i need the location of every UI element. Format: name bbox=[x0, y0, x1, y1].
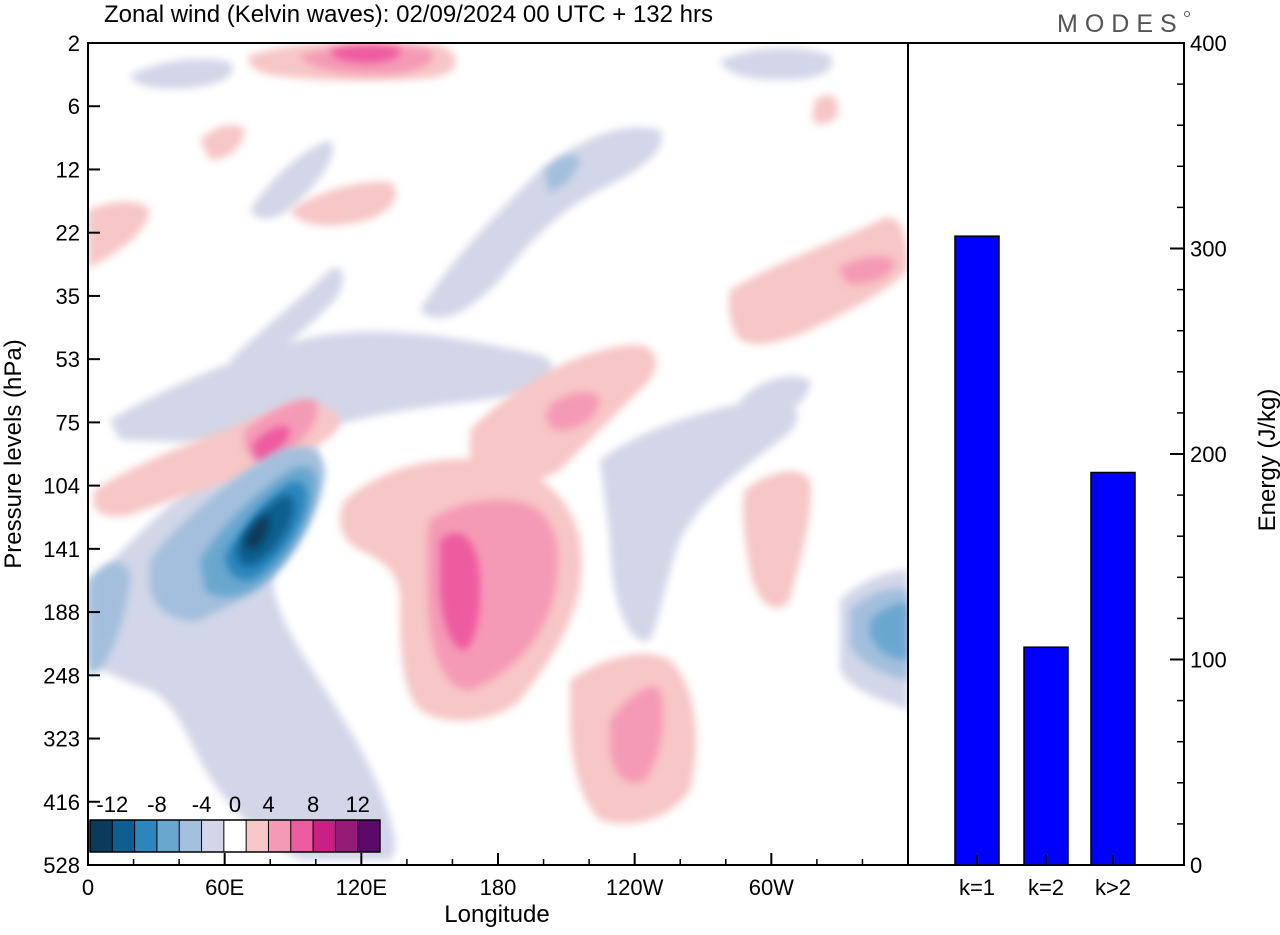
y-tick-label: 248 bbox=[43, 663, 80, 688]
x-axis-label: Longitude bbox=[444, 901, 549, 928]
y-tick-label: 528 bbox=[43, 853, 80, 878]
bar-1 bbox=[954, 235, 1000, 866]
bar-y-tick-label: 100 bbox=[1190, 648, 1227, 673]
y-tick-label: 2 bbox=[68, 31, 80, 56]
x-tick-label: 180 bbox=[480, 875, 517, 900]
modes-logo: MODES bbox=[1057, 10, 1184, 38]
x-tick-label: 60E bbox=[205, 875, 244, 900]
colorbar-label: -4 bbox=[192, 792, 212, 817]
x-tick-label: 120W bbox=[606, 875, 664, 900]
colorbar-frame bbox=[89, 819, 381, 853]
bar-y-axis-label: Energy (J/kg) bbox=[1254, 389, 1280, 532]
bar-2 bbox=[1023, 646, 1069, 866]
bar-category-label: k=2 bbox=[1028, 875, 1064, 900]
colorbar-label: 0 bbox=[229, 792, 241, 817]
colorbar-label: 12 bbox=[345, 792, 369, 817]
colorbar: -12 -8 -4 0 4 8 12 bbox=[89, 792, 381, 853]
bar-category-label: k=1 bbox=[959, 875, 995, 900]
colorbar-swatch bbox=[357, 820, 380, 852]
y-tick-label: 35 bbox=[56, 284, 80, 309]
bar-series bbox=[954, 235, 1136, 866]
y-tick-label: 104 bbox=[43, 474, 80, 499]
colorbar-label: 8 bbox=[307, 792, 319, 817]
colorbar-swatch bbox=[134, 820, 157, 852]
bar-3 bbox=[1090, 471, 1136, 866]
bar-category-label: k>2 bbox=[1095, 875, 1131, 900]
heatmap-area bbox=[88, 43, 908, 860]
x-tick-label: 0 bbox=[82, 875, 94, 900]
y-tick-label: 75 bbox=[56, 410, 80, 435]
y-tick-label: 323 bbox=[43, 727, 80, 752]
x-tick-label: 120E bbox=[336, 875, 387, 900]
bar-y-tick-label: 0 bbox=[1190, 853, 1202, 878]
contour-neg-1 bbox=[88, 48, 908, 860]
colorbar-swatch bbox=[335, 820, 358, 852]
colorbar-swatch bbox=[112, 820, 135, 852]
bar-y-tick-label: 200 bbox=[1190, 442, 1227, 467]
y-tick-label: 416 bbox=[43, 790, 80, 815]
colorbar-label: -12 bbox=[96, 792, 128, 817]
chart-title: Zonal wind (Kelvin waves): 02/09/2024 00… bbox=[104, 1, 713, 28]
colorbar-swatch bbox=[268, 820, 291, 852]
y-tick-label: 141 bbox=[43, 537, 80, 562]
y-tick-label: 188 bbox=[43, 600, 80, 625]
colorbar-swatch bbox=[223, 820, 247, 852]
y-tick-label: 12 bbox=[56, 157, 80, 182]
colorbar-swatch bbox=[201, 820, 224, 852]
x-tick-label: 60W bbox=[749, 875, 794, 900]
bar-y-tick-label: 400 bbox=[1190, 31, 1227, 56]
y-tick-label: 53 bbox=[56, 347, 80, 372]
y-axis-label: Pressure levels (hPa) bbox=[0, 339, 27, 568]
colorbar-label: -8 bbox=[147, 792, 167, 817]
colorbar-swatch bbox=[90, 820, 113, 852]
colorbar-swatch bbox=[313, 820, 336, 852]
heatmap-axes: 0 60E 120E 180 120W 60W 2 6 12 22 35 53 75 104 141 188 2… bbox=[43, 31, 864, 900]
colorbar-swatch bbox=[246, 820, 269, 852]
bar-y-tick-label: 300 bbox=[1190, 237, 1227, 262]
colorbar-label: 4 bbox=[262, 792, 274, 817]
y-tick-label: 6 bbox=[68, 94, 80, 119]
colorbar-swatch bbox=[290, 820, 314, 852]
y-tick-label: 22 bbox=[56, 221, 80, 246]
logo-mark-icon bbox=[1184, 11, 1190, 17]
colorbar-swatch bbox=[179, 820, 202, 852]
colorbar-swatch bbox=[156, 820, 180, 852]
contour-pos-3 bbox=[252, 45, 481, 650]
contour-neg-6 bbox=[244, 515, 270, 550]
bar-axes: k=1 k=2 k>2 0 100 200 300 400 bbox=[959, 31, 1227, 900]
